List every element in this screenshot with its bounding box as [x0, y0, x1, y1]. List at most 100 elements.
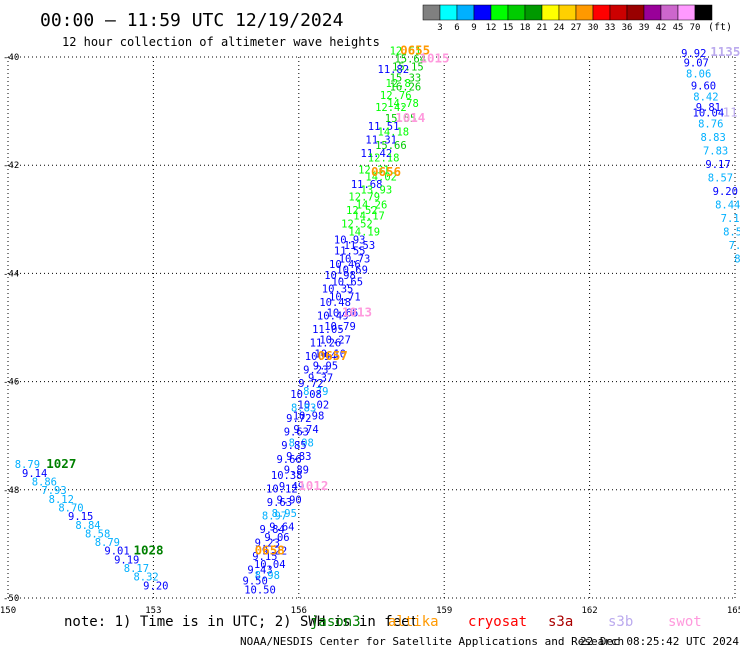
colorbar-level-label: 21 — [537, 23, 548, 33]
swh-data-label: 10.73 — [339, 254, 371, 266]
plot-points: 8.799.148.867.938.128.709.158.848.588.79… — [15, 45, 740, 596]
y-tick-label: -40 — [3, 53, 19, 63]
swh-data-label: 10.08 — [290, 389, 322, 401]
colorbar-swatch — [694, 4, 713, 21]
swh-data-label: 9.89 — [284, 465, 309, 477]
swh-data-label: 7.1 — [721, 213, 740, 225]
colorbar-swatch — [541, 4, 560, 21]
swh-data-label: 11.53 — [344, 240, 376, 252]
colorbar-level-label: 24 — [554, 23, 565, 33]
swh-data-label: 14.02 — [365, 171, 397, 183]
swh-data-label: 10.46 — [329, 259, 361, 271]
colorbar-swatch — [592, 4, 611, 21]
swh-data-label: 9.90 — [276, 494, 301, 506]
swh-data-label: 9.66 — [276, 454, 301, 466]
colorbar-level-label: 18 — [520, 23, 531, 33]
swh-data-label: 14.78 — [387, 98, 419, 110]
y-tick-label: -42 — [3, 161, 19, 171]
chart-title: 00:00 – 11:59 UTC 12/19/2024 — [40, 10, 343, 31]
colorbar-swatch — [558, 4, 577, 21]
swh-data-label: 9.06 — [264, 532, 289, 544]
pass-time-label: 1014 — [395, 110, 425, 125]
colorbar-level-label: 27 — [571, 23, 582, 33]
swh-data-label: 8.76 — [698, 118, 723, 130]
x-tick-label: 165 — [727, 606, 740, 616]
swh-data-label: 8.86 — [32, 476, 57, 488]
swh-data-label: 9.17 — [705, 159, 730, 171]
satellite-legend: jason3 altika cryosat s3a s3b swot — [310, 614, 702, 630]
swh-data-label: 8.79 — [15, 459, 40, 471]
footer-generated: 22 Dec 08:25:42 UTC 2024 — [580, 635, 739, 648]
swh-data-label: 9.20 — [143, 580, 168, 592]
pass-time-label: 1013 — [342, 305, 372, 320]
swh-data-label: 13.93 — [361, 184, 393, 196]
swh-data-label: 8.98 — [255, 570, 280, 582]
swh-data-label: 9.14 — [22, 468, 47, 480]
swh-data-label: 9.84 — [259, 524, 284, 536]
colorbar-level-label: 70 — [690, 23, 701, 33]
swh-data-label: 9.50 — [243, 575, 268, 587]
satellite-swot-label: swot — [668, 614, 702, 630]
swh-data-label: 10.66 — [327, 308, 359, 320]
pass-time-label: 0657 — [318, 348, 348, 363]
swh-data-label: 9.43 — [247, 565, 272, 577]
swh-data-label: 12.31 — [358, 164, 390, 176]
swh-data-label: 8.5 — [723, 227, 740, 239]
colorbar-level-label: 15 — [503, 23, 514, 33]
swh-data-label: 11.31 — [365, 135, 397, 147]
swh-data-label: 10.98 — [324, 270, 356, 282]
swh-data-label: 9.85 — [281, 440, 306, 452]
swh-data-label: 12.42 — [375, 102, 407, 114]
y-tick-label: -50 — [3, 594, 19, 604]
colorbar-level-label: 39 — [639, 23, 650, 33]
swh-data-label: 9.07 — [684, 58, 709, 70]
swh-data-label: 9.19 — [114, 554, 139, 566]
swh-data-label: 16.26 — [390, 82, 422, 94]
swh-data-label: 8.57 — [708, 172, 733, 184]
swh-data-label: 8.83 — [291, 402, 316, 414]
swh-data-label: 14.18 — [378, 126, 410, 138]
swh-data-label: 11.42 — [361, 148, 393, 160]
colorbar-legend: 3 6 9 12 15 18 21 24 27 30 33 36 39 42 45 70 — [422, 4, 713, 33]
pass-time-label: 0656 — [371, 164, 401, 179]
swh-data-label: 10.65 — [331, 276, 363, 288]
swh-data-label: 10.79 — [324, 321, 356, 333]
swh-data-label: 8.95 — [272, 508, 297, 520]
swh-data-label: 8.97 — [262, 511, 287, 523]
colorbar-swatch — [507, 4, 526, 21]
swh-data-label: 8.12 — [49, 494, 74, 506]
swh-data-label: 9.63 — [284, 427, 309, 439]
swh-data-label: 15.15 — [392, 62, 424, 74]
colorbar-level-label: 3 — [437, 23, 442, 33]
swh-data-label: 9.63 — [267, 497, 292, 509]
swh-data-label: 11.55 — [334, 245, 366, 257]
colorbar-level-label: 42 — [656, 23, 667, 33]
swh-data-label: 15.66 — [375, 140, 407, 152]
swh-data-label: 9.15 — [252, 551, 277, 563]
swh-data-label: 9.22 — [262, 546, 287, 558]
x-tick-label: 153 — [145, 606, 161, 616]
pass-time-label: 1028 — [133, 543, 163, 558]
satellite-cryosat-label: cryosat — [468, 614, 527, 630]
swh-data-label: 9.49 — [279, 481, 304, 493]
swh-data-label: 10.27 — [319, 335, 351, 347]
swh-data-label: 12.76 — [380, 90, 412, 102]
swh-data-label: 9.74 — [293, 424, 318, 436]
x-tick-label: 162 — [581, 606, 597, 616]
swh-data-label: 10.71 — [329, 291, 361, 303]
swh-data-label: 8.84 — [75, 520, 100, 532]
swh-data-label: 12.52 — [341, 218, 373, 230]
swh-data-label: 8.17 — [124, 563, 149, 575]
swh-data-label: 7.83 — [703, 145, 728, 157]
swh-data-label: 15.55 — [385, 113, 417, 125]
colorbar-level-label: 6 — [454, 23, 459, 33]
x-tick-label: 156 — [291, 606, 307, 616]
swh-data-label: 8.44 — [715, 199, 740, 211]
y-tick-label: -48 — [3, 486, 19, 496]
colorbar-swatch — [626, 4, 645, 21]
swh-data-label: 8 — [734, 254, 740, 266]
swh-data-label: 8.06 — [686, 69, 711, 81]
swh-data-label: 12.79 — [348, 191, 380, 203]
